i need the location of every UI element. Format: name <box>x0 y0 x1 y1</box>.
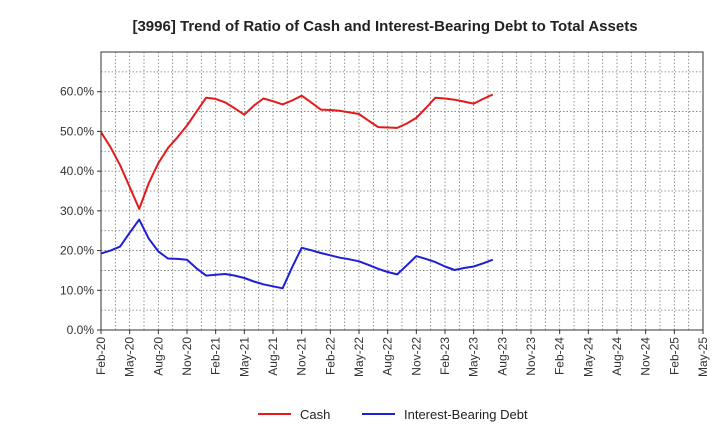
x-tick-label: Feb-24 <box>553 337 567 375</box>
x-tick-label: Feb-25 <box>667 337 681 375</box>
chart-title: [3996] Trend of Ratio of Cash and Intere… <box>132 18 637 35</box>
x-axis-ticks: Feb-20 May-20 Aug-20 Nov-20 Feb-21 May-21 Aug-… <box>94 330 710 377</box>
y-tick-label: 0.0% <box>67 323 95 337</box>
y-tick-label: 20.0% <box>60 244 94 258</box>
x-tick-label: Aug-24 <box>610 337 624 376</box>
x-tick-label: Aug-22 <box>381 337 395 376</box>
y-tick-label: 30.0% <box>60 204 94 218</box>
x-tick-label: Nov-22 <box>409 337 423 376</box>
x-tick-label: May-25 <box>696 337 710 377</box>
y-axis-ticks: 0.0% 10.0% 20.0% 30.0% 40.0% 50.0% 60.0% <box>60 85 101 337</box>
series-line-cash <box>100 93 494 210</box>
x-tick-label: Nov-21 <box>295 337 309 376</box>
legend-label: Interest-Bearing Debt <box>404 407 528 422</box>
plot-frame <box>100 51 704 331</box>
x-tick-label: Feb-23 <box>438 337 452 375</box>
x-tick-label: Nov-24 <box>639 337 653 376</box>
x-tick-label: Feb-20 <box>94 337 108 375</box>
x-tick-label: May-24 <box>581 337 595 377</box>
x-tick-label: Aug-21 <box>266 337 280 376</box>
y-tick-label: 40.0% <box>60 164 94 178</box>
legend: Cash Interest-Bearing Debt <box>258 407 528 422</box>
x-tick-label: Aug-20 <box>151 337 165 376</box>
y-tick-label: 50.0% <box>60 124 94 138</box>
grid <box>101 52 703 330</box>
x-tick-label: Nov-23 <box>524 337 538 376</box>
x-tick-label: Feb-22 <box>323 337 337 375</box>
y-tick-label: 60.0% <box>60 85 94 99</box>
series-lines <box>100 93 494 290</box>
x-tick-label: Aug-23 <box>495 337 509 376</box>
legend-label: Cash <box>300 407 330 422</box>
x-tick-label: Feb-21 <box>209 337 223 375</box>
x-tick-label: Nov-20 <box>180 337 194 376</box>
x-tick-label: May-23 <box>467 337 481 377</box>
x-tick-label: May-22 <box>352 337 366 377</box>
series-line-interest-bearing-debt <box>100 218 494 290</box>
x-tick-label: May-20 <box>123 337 137 377</box>
y-tick-label: 10.0% <box>60 283 94 297</box>
x-tick-label: May-21 <box>237 337 251 377</box>
